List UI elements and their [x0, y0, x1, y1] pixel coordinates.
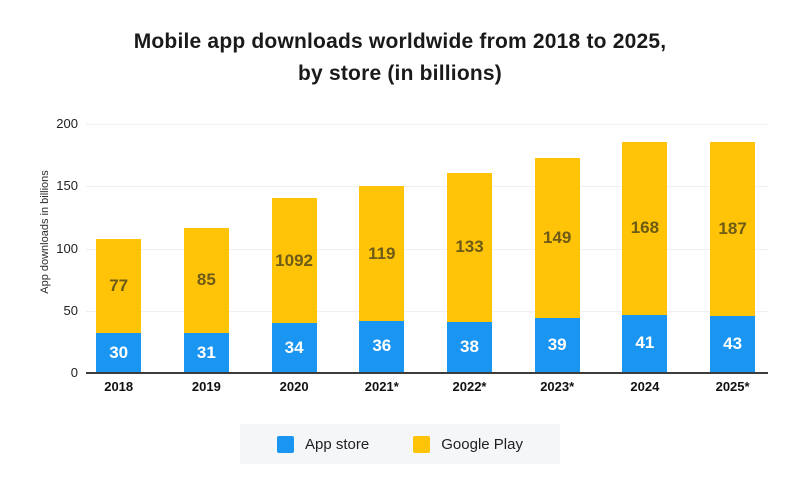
- gridline-50: [86, 310, 768, 312]
- bar-google-play-2023*: 149: [534, 157, 580, 319]
- legend-label-google-play: Google Play: [441, 435, 523, 453]
- y-axis-title: App downloads in billions: [39, 170, 51, 294]
- x-label-2024: 2024: [630, 379, 660, 394]
- bar-app-store-2021*: 36: [359, 320, 405, 372]
- gridline-150: [86, 186, 768, 188]
- bar-app-store-2022*: 38: [447, 322, 492, 372]
- chart-title: Mobile app downloads worldwide from 2018…: [0, 26, 800, 90]
- x-label-2023*: 2023*: [540, 379, 575, 394]
- bar-app-store-2018: 30: [96, 333, 142, 372]
- bar-google-play-2021*: 119: [359, 186, 405, 321]
- legend-label-app-store: App store: [305, 435, 370, 453]
- y-tick-50: 50: [63, 302, 78, 318]
- bar-google-play-2019: 85: [183, 227, 229, 334]
- bar-google-play-2022*: 133: [447, 172, 492, 323]
- legend-item-google-play: Google Play: [413, 435, 523, 453]
- bar-app-store-2019: 31: [183, 333, 229, 372]
- bar-google-play-2025*: 187: [710, 141, 756, 316]
- x-axis-line: [86, 372, 768, 374]
- legend: App store Google Play: [240, 424, 560, 464]
- bar-app-store-2024: 41: [622, 314, 668, 372]
- x-label-2019: 2019: [191, 379, 221, 394]
- app-store-swatch-icon: [277, 435, 295, 453]
- y-tick-100: 100: [56, 240, 78, 256]
- x-label-2021*: 2021*: [364, 379, 399, 394]
- y-tick-200: 200: [56, 116, 78, 131]
- bar-app-store-2023*: 39: [534, 318, 580, 372]
- legend-item-app-store: App store: [277, 435, 370, 453]
- x-label-2025*: 2025*: [715, 379, 750, 394]
- x-label-2018: 2018: [104, 379, 134, 394]
- bar-google-play-2018: 77: [96, 238, 142, 334]
- y-tick-150: 150: [56, 178, 78, 194]
- bar-app-store-2020: 34: [271, 323, 317, 372]
- gridline-200: [86, 124, 768, 125]
- bar-app-store-2025*: 43: [710, 315, 756, 372]
- chart-title-line1: Mobile app downloads worldwide from 2018…: [133, 30, 667, 53]
- x-label-2020: 2020: [279, 379, 309, 394]
- bar-google-play-2020: 1092: [271, 197, 317, 324]
- google-play-swatch-icon: [413, 435, 431, 453]
- gridline-100: [86, 248, 768, 250]
- chart-title-line2: by store (in billions): [298, 62, 502, 85]
- y-tick-0: 0: [70, 365, 78, 380]
- bar-google-play-2024: 168: [622, 141, 668, 315]
- x-label-2022*: 2022*: [452, 379, 487, 394]
